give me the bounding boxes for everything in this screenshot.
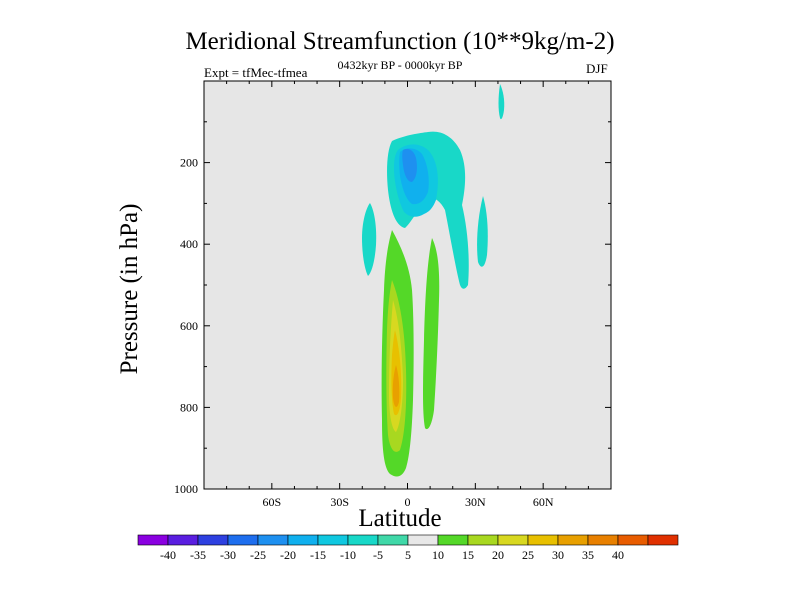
lower-positive-secondary	[423, 238, 440, 430]
top-negative-sliver	[498, 84, 505, 120]
y-tick-label: 800	[180, 400, 198, 414]
colorbar-swatch	[527, 534, 559, 546]
colorbar-swatch	[647, 534, 679, 546]
colorbar-swatch	[587, 534, 619, 546]
colorbar-label: 25	[522, 548, 534, 562]
colorbar-label: 40	[612, 548, 624, 562]
colorbar-label: -5	[373, 548, 383, 562]
x-tick-label: 30S	[330, 495, 349, 509]
colorbar-swatch	[197, 534, 229, 546]
chart-title: Meridional Streamfunction (10**9kg/m-2)	[185, 28, 615, 55]
colorbar-label: 15	[462, 548, 474, 562]
colorbar-label: 35	[582, 548, 594, 562]
colorbar-swatch	[137, 534, 169, 546]
colorbar-label: 5	[405, 548, 411, 562]
colorbar-label: 10	[432, 548, 444, 562]
upper-negative-cell-20	[402, 148, 417, 182]
period-label: 0432kyr BP - 0000kyr BP	[337, 58, 463, 72]
colorbar-swatch	[347, 534, 379, 546]
colorbar-swatch	[467, 534, 499, 546]
colorbar-swatch	[167, 534, 199, 546]
colorbar-label: -40	[160, 548, 176, 562]
x-tick-label: 60N	[533, 495, 554, 509]
right-negative-sliver	[477, 196, 488, 267]
experiment-label: Expt = tfMec-tfmea	[204, 65, 308, 80]
colorbar: -40 -35 -30 -25 -20 -15 -10 -5 5 10 15 20 25 30 35 40	[137, 534, 679, 562]
colorbar-swatch	[497, 534, 529, 546]
colorbar-label: -30	[220, 548, 236, 562]
colorbar-label: -15	[310, 548, 326, 562]
x-axis: 60S 30S 0 30N 60N	[203, 81, 612, 509]
colorbar-label: -10	[340, 548, 356, 562]
colorbar-label: 20	[492, 548, 504, 562]
contour-fields	[362, 84, 505, 477]
colorbar-swatch	[317, 534, 349, 546]
season-label: DJF	[586, 61, 608, 76]
lower-positive-cell-25	[392, 365, 400, 407]
colorbar-label: -25	[250, 548, 266, 562]
colorbar-swatch	[617, 534, 649, 546]
colorbar-label: -35	[190, 548, 206, 562]
colorbar-swatch	[557, 534, 589, 546]
x-tick-label: 0	[405, 495, 411, 509]
y-axis: 200 400 600 800 1000	[174, 121, 611, 496]
colorbar-swatch	[377, 534, 409, 546]
y-tick-label: 200	[180, 156, 198, 170]
colorbar-swatch	[437, 534, 469, 546]
x-axis-label: Latitude	[358, 505, 442, 532]
x-tick-label: 30N	[465, 495, 486, 509]
colorbar-swatch	[287, 534, 319, 546]
colorbar-swatch	[407, 534, 439, 546]
x-tick-label: 60S	[262, 495, 281, 509]
y-tick-label: 600	[180, 319, 198, 333]
left-negative-sliver	[362, 203, 377, 276]
colorbar-label: -20	[280, 548, 296, 562]
y-tick-label: 400	[180, 237, 198, 251]
colorbar-swatch	[227, 534, 259, 546]
y-tick-label: 1000	[174, 482, 198, 496]
colorbar-label: 30	[552, 548, 564, 562]
colorbar-swatch	[257, 534, 289, 546]
